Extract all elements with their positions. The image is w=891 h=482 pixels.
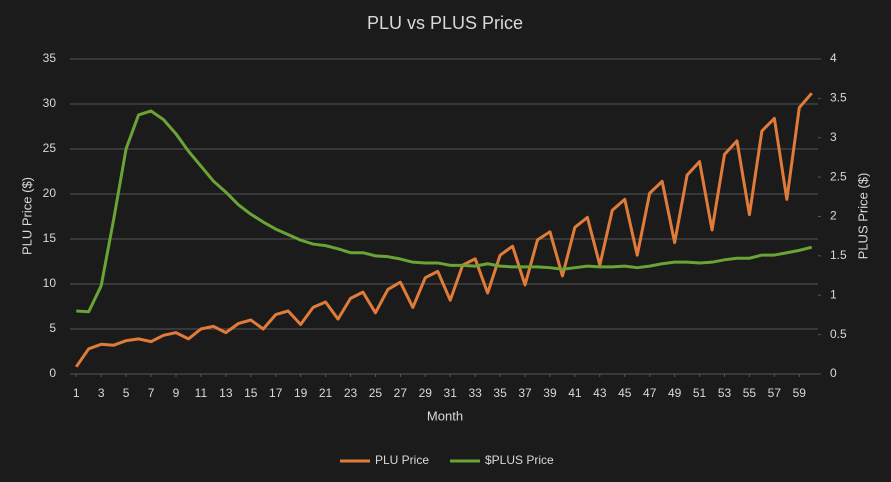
x-tick-label: 27 <box>394 386 408 400</box>
y-tick-label: 35 <box>43 51 57 65</box>
x-tick-label: 1 <box>73 386 80 400</box>
x-tick-label: 53 <box>718 386 732 400</box>
y-tick-label: 20 <box>43 186 57 200</box>
x-tick-label: 43 <box>593 386 607 400</box>
x-tick-label: 7 <box>148 386 155 400</box>
x-tick-label: 35 <box>493 386 507 400</box>
chart-title: PLU vs PLUS Price <box>367 13 523 33</box>
y-tick-label: 0 <box>49 366 56 380</box>
x-tick-label: 45 <box>618 386 632 400</box>
x-tick-label: 23 <box>344 386 358 400</box>
x-tick-label: 29 <box>419 386 433 400</box>
x-tick-label: 9 <box>173 386 180 400</box>
y-tick-label: 30 <box>43 96 57 110</box>
legend-label: PLU Price <box>375 453 429 467</box>
y-tick-label: 10 <box>43 276 57 290</box>
x-tick-label: 5 <box>123 386 130 400</box>
series-line <box>76 109 813 314</box>
x-tick-label: 19 <box>294 386 308 400</box>
x-tick-label: 33 <box>468 386 482 400</box>
x-tick-label: 15 <box>244 386 258 400</box>
y2-tick-label: 0 <box>830 366 837 380</box>
y2-tick-label: 0.5 <box>830 327 847 341</box>
x-tick-label: 47 <box>643 386 657 400</box>
x-tick-label: 55 <box>743 386 757 400</box>
y-tick-label: 25 <box>43 141 57 155</box>
x-axis-label: Month <box>427 408 463 423</box>
y2-tick-label: 4 <box>830 51 837 65</box>
x-tick-label: 51 <box>693 386 707 400</box>
x-tick-label: 25 <box>369 386 383 400</box>
y2-tick-label: 3.5 <box>830 91 847 105</box>
x-tick-label: 3 <box>98 386 105 400</box>
legend-label: $PLUS Price <box>485 453 554 467</box>
y2-tick-label: 1.5 <box>830 248 847 262</box>
y2-tick-label: 2.5 <box>830 169 847 183</box>
y-axis-label: PLU Price ($) <box>19 177 34 255</box>
y2-tick-label: 3 <box>830 130 837 144</box>
x-tick-label: 41 <box>568 386 582 400</box>
y-tick-label: 15 <box>43 231 57 245</box>
x-tick-label: 39 <box>543 386 557 400</box>
x-tick-label: 49 <box>668 386 682 400</box>
y2-tick-label: 1 <box>830 287 837 301</box>
y2-tick-label: 2 <box>830 209 837 223</box>
x-tick-label: 59 <box>793 386 807 400</box>
x-tick-label: 17 <box>269 386 283 400</box>
x-tick-label: 13 <box>219 386 233 400</box>
x-tick-label: 57 <box>768 386 782 400</box>
y2-axis-label: PLUS Price ($) <box>855 173 870 260</box>
y-tick-label: 5 <box>49 321 56 335</box>
x-tick-label: 21 <box>319 386 333 400</box>
x-tick-label: 11 <box>195 386 208 400</box>
x-tick-label: 37 <box>518 386 532 400</box>
x-tick-label: 31 <box>444 386 458 400</box>
series-line <box>75 92 813 368</box>
